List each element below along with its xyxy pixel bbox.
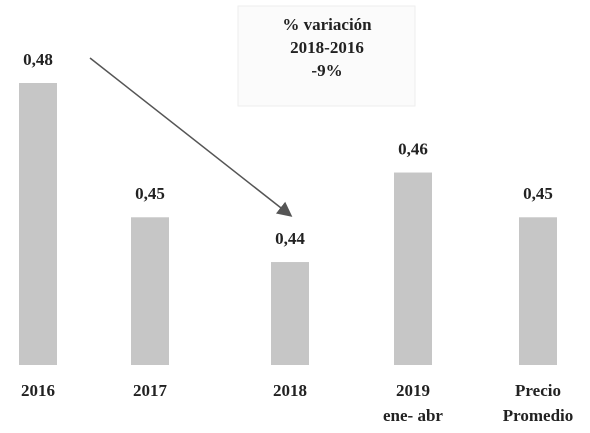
x-tick-label: 2019 ene- abr (383, 381, 443, 425)
annotation: -9% (311, 61, 342, 80)
annotation: 2018-2016 (290, 38, 364, 57)
value-label: 0,45 (135, 184, 165, 203)
bar (19, 83, 57, 365)
value-label: 0,44 (275, 229, 305, 248)
bar (519, 217, 557, 365)
arrow (89, 57, 293, 217)
x-tick-label: Precio Promedio (503, 381, 574, 425)
annotation: % variación (282, 15, 372, 34)
bar (394, 172, 432, 365)
value-label: 0,45 (523, 184, 553, 203)
x-tick-label: 2016 (21, 381, 55, 400)
bar (131, 217, 169, 365)
value-label: 0,48 (23, 50, 53, 69)
x-tick-label: 2018 (273, 381, 307, 400)
annotation-box (237, 5, 416, 107)
bar (271, 262, 309, 365)
value-label: 0,46 (398, 139, 428, 158)
x-tick-label: 2017 (133, 381, 168, 400)
